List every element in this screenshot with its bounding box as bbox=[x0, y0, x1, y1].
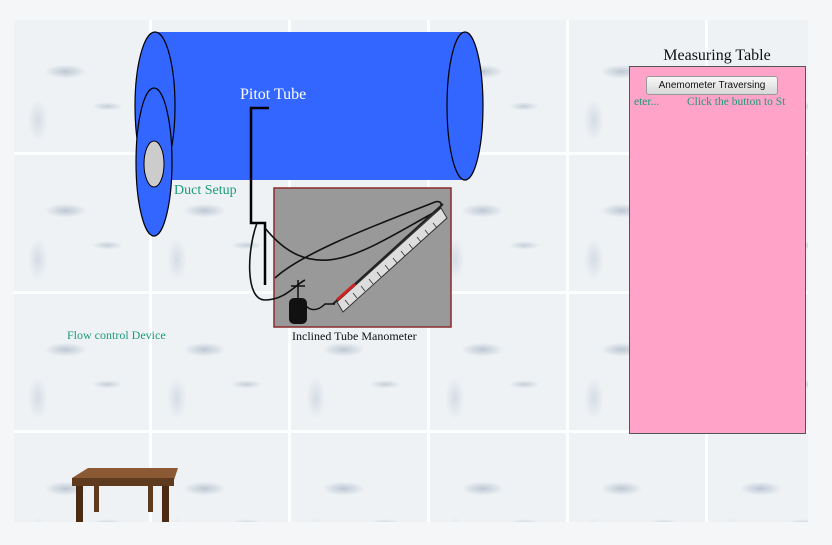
duct-body bbox=[155, 32, 465, 180]
flow-control-opening bbox=[143, 140, 165, 188]
table-leg bbox=[76, 486, 83, 522]
pitot-tube-label: Pitot Tube bbox=[240, 86, 307, 103]
manometer-fluid bbox=[336, 282, 356, 302]
marquee-text-left: eter... bbox=[634, 96, 660, 108]
measuring-table-title: Measuring Table bbox=[663, 47, 771, 64]
table-leg bbox=[148, 486, 153, 512]
instruction-marquee: eter... Click the button to St bbox=[634, 96, 792, 112]
table-top bbox=[72, 468, 178, 480]
table-apron bbox=[72, 478, 174, 486]
anemometer-traversing-button[interactable]: Anemometer Traversing bbox=[646, 76, 778, 95]
duct-setup-label: Duct Setup bbox=[174, 183, 237, 198]
duct-right-end bbox=[446, 31, 484, 181]
pitot-tube-line[interactable] bbox=[249, 106, 269, 285]
scale-ticks bbox=[344, 222, 438, 306]
measuring-table-panel bbox=[629, 66, 806, 434]
manometer-hose-lower bbox=[248, 222, 306, 301]
marquee-text-right: Click the button to St bbox=[686, 96, 786, 108]
duct-cylinder bbox=[134, 31, 484, 237]
manometer-assembly bbox=[248, 106, 452, 328]
manometer-hose-upper bbox=[264, 200, 442, 279]
table-image bbox=[72, 468, 178, 522]
table-leg bbox=[162, 486, 169, 522]
flow-control-label: Flow control Device bbox=[67, 328, 166, 342]
manometer-scale bbox=[336, 207, 448, 313]
reservoir-bulb bbox=[289, 298, 307, 324]
table-leg bbox=[94, 486, 99, 512]
manometer-label: Inclined Tube Manometer bbox=[292, 329, 417, 343]
